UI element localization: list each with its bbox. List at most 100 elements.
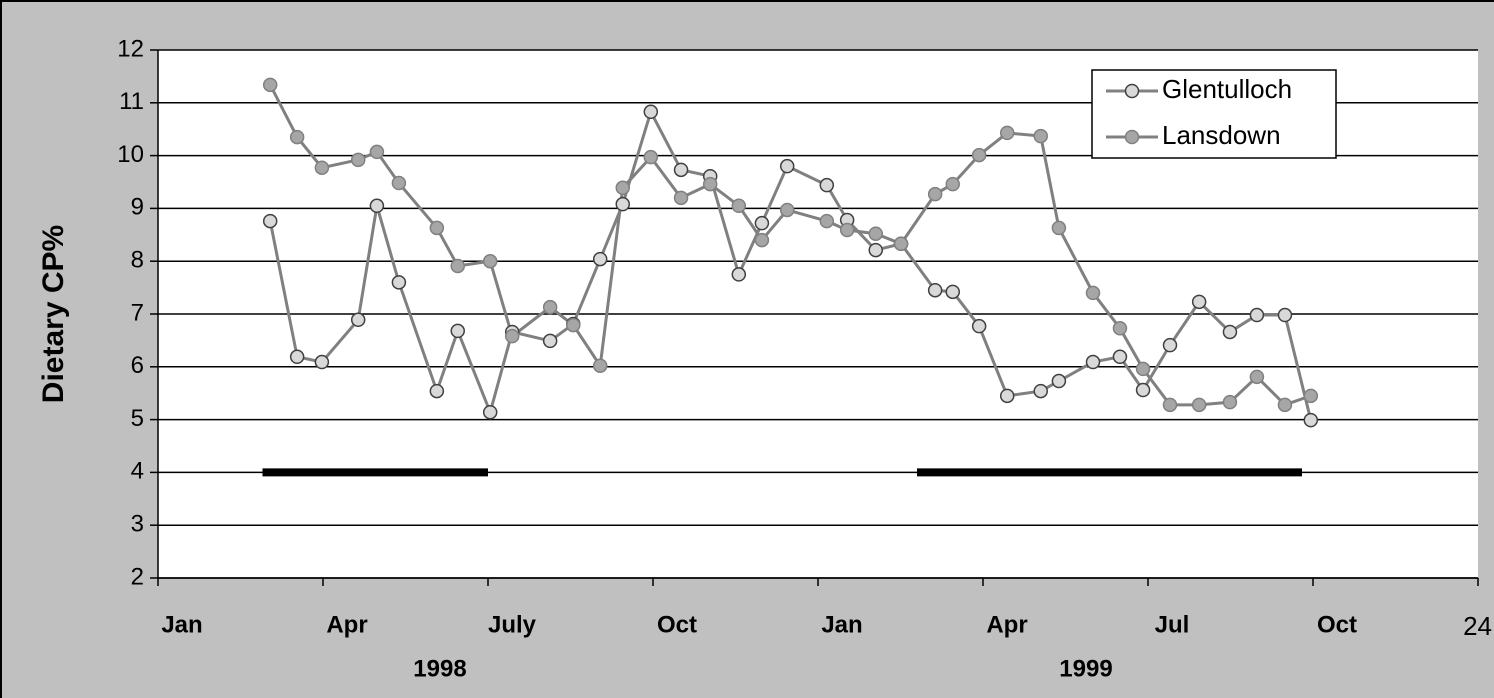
- point: [482, 253, 498, 269]
- point: [754, 215, 770, 231]
- y-tick-label: 12: [117, 35, 144, 62]
- year-label: 1998: [413, 655, 466, 682]
- point: [971, 147, 987, 163]
- point: [893, 236, 909, 252]
- legend-label: Lansdown: [1162, 120, 1281, 150]
- point: [542, 333, 558, 349]
- point: [999, 388, 1015, 404]
- point: [731, 267, 747, 282]
- point: [592, 358, 608, 373]
- point: [1277, 397, 1293, 413]
- y-tick-label: 5: [131, 405, 144, 432]
- x-tick-label: 24: [1463, 611, 1492, 641]
- point: [643, 104, 659, 120]
- point: [927, 282, 943, 298]
- point: [1249, 307, 1265, 323]
- y-axis-label: Dietary CP%: [37, 225, 70, 403]
- point: [542, 299, 558, 315]
- point: [314, 160, 330, 175]
- y-tick-label: 7: [131, 299, 144, 326]
- point: [1303, 388, 1319, 404]
- point: [1051, 373, 1067, 389]
- point: [971, 318, 987, 334]
- y-tick-label: 8: [131, 247, 144, 274]
- point: [1162, 337, 1178, 353]
- point: [1303, 412, 1319, 428]
- x-tick-label: Apr: [326, 611, 367, 638]
- x-tick-label: Jan: [161, 611, 202, 638]
- x-tick-label: Oct: [1317, 611, 1357, 638]
- point: [1222, 324, 1238, 340]
- y-tick-label: 9: [131, 194, 144, 221]
- y-tick-label: 3: [131, 511, 144, 538]
- point: [999, 125, 1015, 141]
- y-tick-label: 10: [117, 141, 144, 168]
- point: [391, 275, 407, 290]
- point: [1191, 397, 1207, 413]
- point: [643, 149, 659, 165]
- point: [1135, 361, 1151, 377]
- point: [1051, 220, 1067, 236]
- point: [1249, 369, 1265, 385]
- point: [566, 317, 581, 333]
- year-label: 1999: [1059, 655, 1112, 682]
- point: [314, 354, 330, 370]
- y-tick-label: 4: [131, 458, 144, 485]
- point: [289, 349, 305, 365]
- point: [673, 162, 689, 178]
- point: [1033, 383, 1048, 399]
- point: [1085, 354, 1101, 370]
- point: [350, 312, 366, 328]
- point: [945, 176, 960, 192]
- point: [1222, 394, 1238, 410]
- point: [945, 284, 960, 300]
- point: [450, 323, 465, 339]
- point: [1112, 349, 1128, 365]
- point: [1135, 382, 1151, 398]
- point: [262, 213, 278, 229]
- point: [1112, 321, 1128, 336]
- point: [819, 177, 835, 193]
- point: [839, 222, 855, 238]
- x-tick-label: Jan: [821, 611, 862, 638]
- point: [702, 176, 718, 192]
- point: [350, 152, 366, 168]
- point: [429, 383, 445, 399]
- x-tick-label: July: [488, 611, 537, 638]
- point: [779, 202, 795, 218]
- legend-label: Glentulloch: [1162, 74, 1292, 104]
- point: [673, 190, 689, 206]
- point: [592, 251, 608, 267]
- point: [391, 175, 407, 191]
- legend-marker: [1124, 83, 1140, 99]
- point: [429, 220, 445, 236]
- point: [868, 226, 883, 241]
- point: [615, 196, 630, 212]
- point: [615, 180, 630, 196]
- point: [868, 242, 883, 258]
- point: [754, 232, 770, 248]
- legend-marker: [1124, 129, 1140, 145]
- x-tick-label: Oct: [657, 611, 697, 638]
- point: [1277, 307, 1293, 323]
- point: [1033, 128, 1048, 144]
- point: [1162, 397, 1178, 413]
- x-tick-label: Jul: [1155, 611, 1190, 638]
- point: [369, 144, 385, 160]
- point: [450, 258, 465, 274]
- point: [927, 186, 943, 202]
- y-tick-label: 6: [131, 352, 144, 379]
- x-tick-label: Apr: [986, 611, 1027, 638]
- point: [504, 328, 520, 344]
- point: [262, 77, 278, 93]
- y-tick-label: 2: [131, 563, 144, 590]
- point: [731, 198, 747, 214]
- point: [779, 158, 795, 174]
- point: [482, 404, 498, 420]
- point: [819, 213, 835, 229]
- point: [369, 198, 385, 214]
- point: [1191, 294, 1207, 310]
- point: [1085, 285, 1101, 301]
